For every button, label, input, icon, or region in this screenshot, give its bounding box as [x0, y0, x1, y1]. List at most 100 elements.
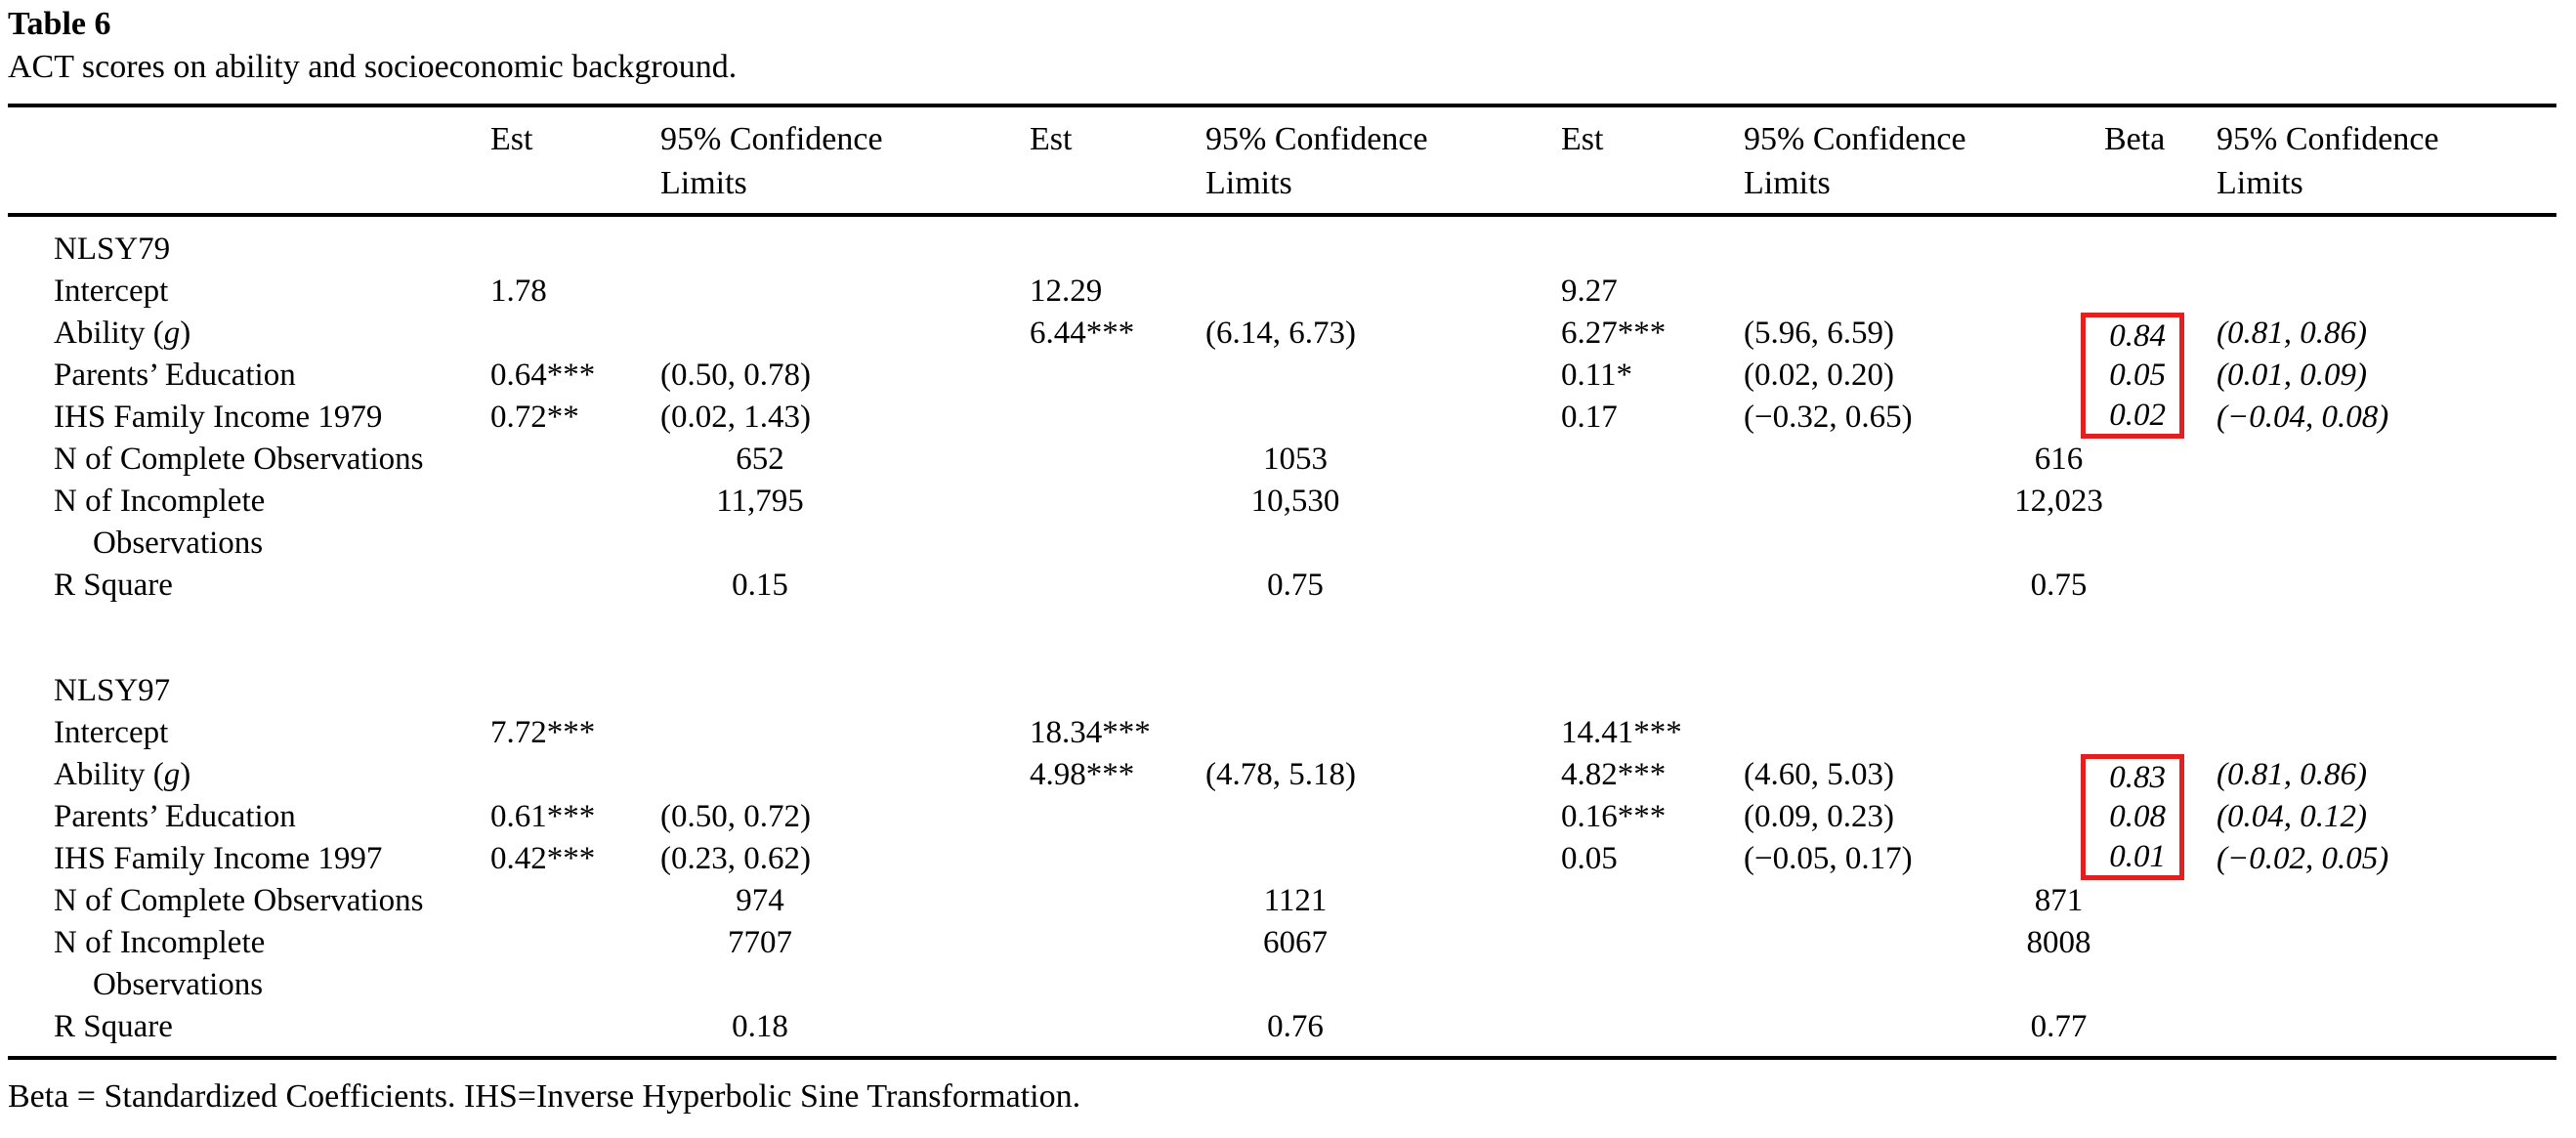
cell-ci3	[1744, 271, 2081, 313]
cell-ci3	[1744, 712, 2081, 754]
cell-beta: 0.84	[2081, 313, 2217, 355]
row-label: N of Complete Observations	[54, 442, 424, 477]
cell-ci4: (0.01, 0.09)	[2217, 358, 2367, 393]
cell-est3: 0.05	[1561, 841, 1618, 876]
cell-ci4: (−0.02, 0.05)	[2217, 841, 2389, 876]
table-footnote: Beta = Standardized Coefficients. IHS=In…	[8, 1078, 1081, 1115]
row-label: N of Incomplete	[54, 925, 266, 960]
stat-value: 0.15	[732, 568, 788, 603]
cell-ci1	[660, 754, 1030, 796]
cell-ci1	[660, 313, 1030, 355]
col-header-empty	[8, 117, 490, 205]
cell-ci2	[1205, 355, 1561, 397]
cell-ci2	[1205, 712, 1561, 754]
cell-ci1	[660, 271, 1030, 313]
cell-ci4: (−0.04, 0.08)	[2217, 400, 2389, 435]
beta-highlight-box-segment: 0.08	[2081, 796, 2184, 838]
row-label-continuation: Observations	[93, 967, 264, 1002]
row-label: N of Incomplete	[54, 484, 266, 519]
cell-ci3: (5.96, 6.59)	[1744, 316, 1894, 351]
col-header-ci-2: 95% Confidence Limits	[1205, 121, 1428, 201]
col-header-ci-3: 95% Confidence Limits	[1744, 121, 1966, 201]
cell-est3: 6.27***	[1561, 316, 1667, 351]
cell-est3: 0.16***	[1561, 799, 1667, 834]
cell-est2: 12.29	[1030, 274, 1103, 309]
cell-est2	[1030, 796, 1205, 838]
cell-ci4	[2217, 712, 2556, 754]
cell-beta: 0.08	[2081, 796, 2217, 838]
stat-value: 1121	[1263, 883, 1328, 918]
beta-highlight-box-segment: 0.83	[2081, 754, 2184, 796]
section-label: NLSY79	[54, 232, 171, 267]
row-label-part: g	[163, 316, 181, 351]
row-label: IHS Family Income 1997	[54, 841, 383, 876]
row-label-part: g	[163, 757, 181, 792]
cell-est2	[1030, 397, 1205, 439]
cell-est2	[1030, 838, 1205, 880]
col-header-beta: Beta	[2104, 121, 2166, 157]
row-label: Ability (g)	[8, 313, 490, 355]
cell-est3: 9.27	[1561, 274, 1618, 309]
cell-est1: 0.61***	[490, 799, 596, 834]
cell-ci4: (0.81, 0.86)	[2217, 316, 2367, 351]
cell-ci3: (0.09, 0.23)	[1744, 799, 1894, 834]
stat-value: 11,795	[716, 484, 804, 519]
cell-est2: 6.44***	[1030, 316, 1135, 351]
cell-est2: 4.98***	[1030, 757, 1135, 792]
cell-ci1	[660, 712, 1030, 754]
row-label: Intercept	[54, 274, 169, 309]
beta-frame	[2081, 271, 2184, 313]
cell-ci2	[1205, 271, 1561, 313]
row-label: Ability (g)	[8, 754, 490, 796]
cell-ci1: (0.50, 0.78)	[660, 358, 811, 393]
cell-ci4: (0.81, 0.86)	[2217, 757, 2367, 792]
stat-value: 0.75	[2030, 568, 2088, 603]
cell-beta: 0.01	[2081, 838, 2217, 880]
col-header-ci-1: 95% Confidence Limits	[660, 121, 883, 201]
cell-ci2	[1205, 397, 1561, 439]
cell-est3: 4.82***	[1561, 757, 1667, 792]
beta-highlight-box-segment: 0.05	[2081, 355, 2184, 397]
cell-beta	[2081, 271, 2217, 313]
cell-est1: 0.64***	[490, 358, 596, 393]
row-label-part: )	[180, 316, 191, 351]
cell-est1: 1.78	[490, 274, 547, 309]
row-label: Intercept	[54, 715, 169, 750]
col-header-est-1: Est	[490, 121, 533, 157]
cell-beta: 0.83	[2081, 754, 2217, 796]
cell-est3: 14.41***	[1561, 715, 1682, 750]
cell-beta: 0.05	[2081, 355, 2217, 397]
stat-value: 652	[736, 442, 784, 477]
cell-est1: 0.72**	[490, 400, 579, 435]
cell-ci3: (−0.32, 0.65)	[1744, 400, 1913, 435]
stat-value: 0.76	[1267, 1009, 1324, 1044]
cell-ci2: (6.14, 6.73)	[1205, 316, 1356, 351]
stat-value: 8008	[2026, 925, 2091, 960]
table-body: NLSY79 Intercept 1.78 12.29 9.27 Ability (g) 6…	[8, 217, 2556, 1056]
section-gap	[8, 607, 2556, 670]
cell-est1: 0.42***	[490, 841, 596, 876]
col-header-est-3: Est	[1561, 121, 1604, 157]
cell-est3: 0.17	[1561, 400, 1618, 435]
stat-value: 10,530	[1250, 484, 1340, 519]
cell-ci3: (0.02, 0.20)	[1744, 358, 1894, 393]
col-header-est-2: Est	[1030, 121, 1073, 157]
row-label: R Square	[54, 568, 173, 603]
cell-ci3: (4.60, 5.03)	[1744, 757, 1894, 792]
stat-value: 0.77	[2030, 1009, 2088, 1044]
table-rule-header	[8, 213, 2556, 217]
cell-est3: 0.11*	[1561, 358, 1633, 393]
cell-ci4: (0.04, 0.12)	[2217, 799, 2367, 834]
row-label: R Square	[54, 1009, 173, 1044]
stat-value: 616	[2034, 442, 2084, 477]
beta-highlight-box-segment: 0.84	[2081, 313, 2184, 355]
row-label: IHS Family Income 1979	[54, 400, 383, 435]
cell-ci1: (0.23, 0.62)	[660, 841, 811, 876]
table-rule-bottom	[8, 1056, 2556, 1060]
cell-ci2	[1205, 838, 1561, 880]
cell-ci2: (4.78, 5.18)	[1205, 757, 1356, 792]
stat-value: 974	[736, 883, 784, 918]
row-label-part: Ability (	[54, 316, 164, 351]
stat-value: 0.18	[732, 1009, 788, 1044]
stat-value: 6067	[1263, 925, 1328, 960]
